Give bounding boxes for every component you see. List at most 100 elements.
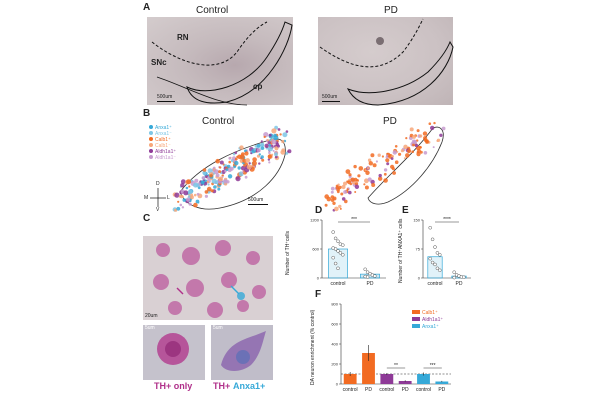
data-point	[452, 275, 456, 280]
arrow-th	[176, 287, 184, 295]
data-point	[333, 247, 338, 251]
cell-dot	[248, 162, 251, 165]
cell-dot	[433, 121, 436, 125]
cell-dot	[174, 208, 178, 212]
cell-dot	[188, 185, 191, 188]
y-tick-label: 200	[331, 362, 338, 367]
axis-m: M	[144, 195, 149, 201]
y-tick-label: 150	[413, 218, 420, 223]
scale-bar-right	[322, 101, 340, 102]
panel-a-scale-left: 500um	[157, 94, 173, 100]
cell-dot	[419, 145, 422, 149]
cell-dot	[326, 196, 332, 202]
cell-dot	[234, 151, 238, 155]
th-cell	[207, 302, 223, 318]
y-tick-label: 600	[331, 322, 338, 327]
th-cell	[246, 251, 260, 265]
data-point	[336, 239, 340, 244]
cell-dot	[381, 155, 384, 158]
cell-dot	[364, 185, 369, 190]
cell-dot	[428, 122, 432, 125]
cell-dot	[271, 128, 277, 134]
data-point	[438, 253, 442, 257]
th-cell	[221, 272, 237, 288]
cell-dot	[436, 138, 441, 142]
y-tick-label: 0	[317, 276, 320, 281]
cell-dot	[182, 195, 184, 198]
cell-dot	[274, 152, 278, 157]
legend-label: Aldh1a1⁺	[422, 317, 443, 323]
cell-dot	[409, 127, 414, 132]
pd-micrograph	[318, 17, 453, 105]
cell-dot	[348, 173, 352, 177]
cell-dot	[246, 164, 252, 170]
th-cell-field	[153, 240, 266, 318]
cell-dot	[285, 130, 289, 133]
th-cell	[156, 243, 170, 257]
cell-dot	[332, 201, 336, 205]
th-cell	[215, 240, 231, 256]
cell-dot	[390, 157, 394, 160]
significance-label: ***	[351, 217, 357, 223]
x-tick-label: PD	[438, 387, 445, 393]
cell-dot	[377, 153, 381, 157]
inset-th-anxa1	[211, 325, 273, 380]
cell-dot	[416, 129, 420, 133]
x-tick-label: control	[330, 281, 345, 287]
cell-dot	[353, 164, 357, 169]
label-th-only: TH+ only	[154, 381, 193, 391]
data-point	[365, 275, 370, 279]
cell-dot	[202, 171, 207, 176]
panel-b-pd-title: PD	[383, 116, 397, 127]
cell-dot	[370, 179, 375, 185]
th-only-cell	[157, 333, 189, 365]
cell-dot	[183, 190, 189, 196]
bar	[398, 381, 412, 384]
cell-dot	[260, 142, 265, 147]
cell-dot	[272, 149, 275, 152]
cell-dot	[227, 167, 232, 173]
data-point	[363, 267, 367, 272]
cell-dot	[432, 146, 435, 149]
cell-dot	[186, 179, 192, 185]
cell-dot	[339, 207, 342, 210]
cell-dot	[341, 184, 346, 190]
bar	[362, 353, 375, 384]
legend-item: Aldh1a1⁻	[149, 155, 176, 161]
cell-dot	[277, 128, 281, 131]
th-cell	[168, 301, 182, 315]
cell-dot	[264, 143, 269, 148]
cell-dot	[412, 140, 417, 145]
cell-dot	[407, 148, 412, 154]
data-point	[462, 275, 466, 279]
cell-dot	[256, 143, 261, 148]
cell-dot	[372, 163, 377, 168]
legend-swatch	[149, 125, 153, 129]
legend-label: Anxa1⁺	[155, 125, 172, 131]
cell-dot	[189, 195, 194, 200]
significance-label: ***	[430, 363, 436, 369]
cell-dot	[188, 202, 192, 206]
data-point	[338, 251, 343, 255]
cell-dot	[343, 190, 347, 194]
panel-b-scale-bar	[248, 204, 268, 205]
y-tick-label: 75	[416, 247, 421, 252]
x-tick-label: PD	[365, 387, 372, 393]
legend-item: Calb1⁺	[412, 310, 438, 316]
cell-dot	[394, 160, 399, 164]
legend-item: Anxa1⁻	[149, 131, 172, 137]
cell-dot	[180, 183, 185, 188]
cell-dot	[390, 164, 395, 169]
cell-dot	[254, 145, 258, 148]
data-point	[331, 230, 335, 234]
legend-swatch	[412, 310, 420, 314]
x-tick-label: PD	[367, 281, 374, 287]
cell-dot	[366, 166, 370, 170]
cell-dot	[268, 133, 272, 137]
cell-dot	[219, 160, 224, 165]
cell-dot	[177, 200, 180, 203]
cell-dot	[375, 160, 378, 163]
cell-dot	[218, 176, 223, 182]
cell-dot	[235, 176, 241, 182]
cell-dot	[271, 137, 274, 140]
